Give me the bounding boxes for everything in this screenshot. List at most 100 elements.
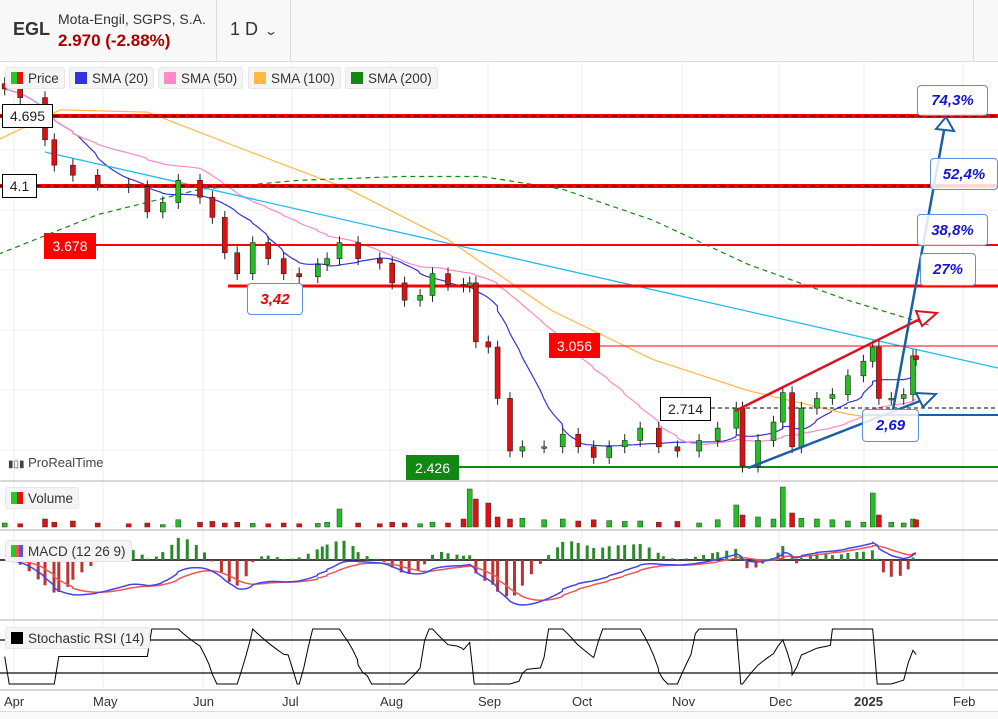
chart-canvas[interactable] — [0, 62, 998, 711]
volume-bar — [696, 522, 702, 528]
x-tick-label: Dec — [769, 694, 793, 709]
volume-bar — [94, 522, 101, 528]
volume-bar — [197, 521, 203, 528]
legend-price[interactable]: Price — [5, 67, 65, 89]
macd-histogram-bar — [282, 558, 286, 560]
macd-histogram-bar — [291, 558, 295, 560]
macd-histogram-bar — [71, 560, 75, 580]
volume-bar — [377, 523, 383, 528]
macd-histogram-bar — [351, 545, 355, 560]
candles — [1, 77, 919, 473]
sma20-swatch-icon — [75, 72, 87, 84]
candle — [324, 252, 330, 272]
macd-histogram-bar — [80, 560, 84, 573]
volume-bar — [590, 519, 597, 528]
legend-sma200[interactable]: SMA (200) — [345, 67, 438, 89]
macd-histogram-bar — [754, 560, 758, 568]
candle — [314, 258, 321, 284]
timeframe-select[interactable]: 1 D ⌄ — [230, 19, 278, 40]
legend-label: SMA (50) — [181, 70, 238, 86]
macd-histogram-bar — [462, 555, 465, 560]
candle — [829, 388, 836, 405]
volume-bar — [656, 521, 662, 528]
macd-histogram-bar — [219, 560, 223, 573]
volume-bar — [559, 518, 566, 528]
candle — [265, 236, 272, 266]
x-tick-label: Apr — [4, 694, 25, 709]
macd-histogram-bar — [455, 554, 459, 560]
volume-bar — [507, 518, 513, 528]
macd-histogram-bar — [656, 552, 660, 560]
legend-sma100[interactable]: SMA (100) — [248, 67, 341, 89]
volume-bar — [473, 498, 479, 528]
candle — [473, 276, 479, 349]
volume-bar — [519, 517, 526, 528]
legend-stochrsi[interactable]: Stochastic RSI (14) — [5, 627, 151, 649]
candle — [714, 421, 721, 447]
volume-bar — [637, 520, 643, 528]
volume-bar — [733, 504, 740, 528]
chart-header: EGL Mota-Engil, SGPS, S.A. 2.970 (-2.88%… — [0, 0, 998, 62]
macd-histogram-bar — [365, 556, 369, 560]
level-label-2714: 2.714 — [660, 397, 711, 421]
sma200-line — [0, 175, 929, 326]
volume-bar — [829, 519, 836, 528]
macd-histogram-bar — [570, 541, 574, 560]
volume-bar — [541, 519, 547, 528]
level-label-4695: 4.695 — [2, 104, 53, 128]
macd-histogram-bar — [638, 544, 642, 560]
volume-bar — [1, 522, 8, 528]
volume-bar — [324, 521, 330, 528]
macd-histogram-bar — [496, 560, 500, 592]
macd-histogram-bar — [513, 560, 516, 596]
price-change: 2.970 (-2.88%) — [58, 31, 171, 50]
legend-sma20[interactable]: SMA (20) — [69, 67, 155, 89]
volume-bar — [417, 523, 423, 528]
brand-text: ProRealTime — [28, 455, 104, 470]
volume-bar — [209, 521, 216, 528]
macd-histogram-bar — [881, 560, 885, 573]
volume-bar — [888, 521, 895, 528]
candle — [460, 278, 467, 293]
macd-histogram-bar — [491, 560, 495, 585]
macd-histogram-bar — [382, 560, 386, 562]
macd-histogram-bar — [161, 552, 165, 560]
macd-histogram-bar — [739, 556, 743, 560]
candle — [429, 267, 436, 302]
candle — [51, 133, 58, 172]
price-swatch-icon — [11, 72, 23, 84]
candle — [507, 392, 513, 458]
sma200-swatch-icon — [351, 72, 363, 84]
macd-histogram-bar — [154, 556, 158, 560]
divider — [216, 0, 217, 62]
macd-histogram-bar — [235, 560, 239, 586]
candle — [733, 401, 740, 435]
legend-macd[interactable]: MACD (12 26 9) — [5, 540, 132, 562]
candle — [485, 335, 492, 354]
candle — [401, 276, 408, 307]
legend-label: Stochastic RSI (14) — [28, 630, 145, 646]
volume-bar — [798, 517, 805, 528]
volume-bar — [355, 522, 361, 528]
legend-volume[interactable]: Volume — [5, 487, 80, 509]
macd-histogram-bar — [616, 545, 620, 560]
macd-histogram-bar — [275, 557, 279, 560]
volume-bar — [714, 519, 721, 528]
candle — [234, 246, 240, 281]
volume-swatch-icon — [11, 492, 23, 504]
macd-histogram-bar — [423, 560, 427, 565]
volume-bar — [296, 523, 302, 528]
macd-histogram-bar — [57, 560, 61, 592]
candle — [770, 415, 777, 447]
level-label-2426: 2.426 — [406, 455, 459, 480]
candle — [466, 276, 473, 293]
candle — [70, 158, 76, 182]
volume-bar — [621, 521, 628, 528]
candle — [606, 440, 613, 464]
x-tick-label: May — [93, 694, 118, 709]
legend-label: Price — [28, 70, 59, 86]
volume-bar — [160, 524, 166, 528]
macd-histogram-bar — [556, 547, 560, 560]
legend-sma50[interactable]: SMA (50) — [158, 67, 244, 89]
volume-bar — [814, 518, 820, 528]
